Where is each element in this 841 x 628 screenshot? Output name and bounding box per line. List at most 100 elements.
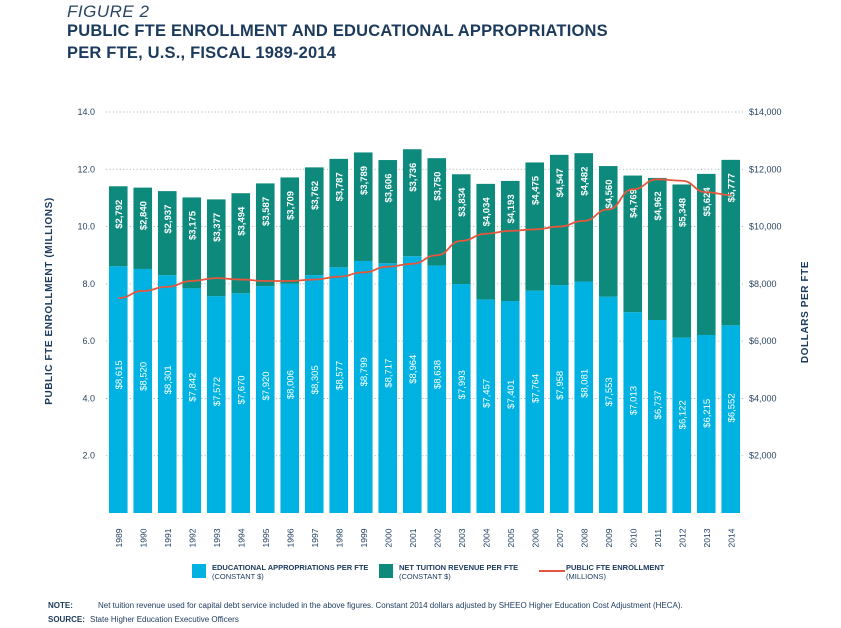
x-tick-label: 1994 (236, 528, 246, 547)
legend-label-appropriations: EDUCATIONAL APPROPRIATIONS PER FTE (212, 563, 369, 572)
bar-tuition (451, 174, 471, 285)
bar-appropriations (206, 296, 226, 513)
data-label-appropriations: $8,615 (114, 360, 125, 389)
data-label-appropriations: $6,215 (702, 399, 713, 428)
data-label-tuition: $3,494 (236, 206, 247, 236)
bar-tuition (280, 177, 300, 284)
bar-tuition (329, 158, 349, 268)
bar-tuition (427, 158, 447, 266)
bar-appropriations (108, 266, 128, 513)
bar-tuition (525, 162, 545, 291)
data-label-tuition: $2,792 (114, 200, 125, 229)
y-right-tick-label: $10,000 (749, 222, 782, 232)
x-tick-label: 2004 (481, 528, 491, 547)
data-label-appropriations: $8,305 (310, 365, 321, 394)
bar-appropriations (378, 263, 398, 513)
data-label-appropriations: $8,964 (408, 355, 419, 384)
x-tick-label: 2008 (579, 528, 589, 547)
bar-appropriations (329, 267, 349, 513)
data-label-tuition: $3,789 (359, 166, 370, 195)
bar-appropriations (549, 285, 569, 513)
data-label-tuition: $3,587 (261, 197, 272, 226)
y-left-axis-title: PUBLIC FTE ENROLLMENT (MILLIONS) (44, 197, 55, 405)
bar-appropriations (623, 312, 643, 513)
data-label-appropriations: $6,552 (726, 393, 737, 422)
data-label-tuition: $4,560 (604, 180, 615, 209)
y-left-tick-label: 8.0 (82, 279, 95, 289)
figure-label: FIGURE 2 (67, 2, 150, 21)
bar-appropriations (647, 320, 667, 513)
bar-tuition (574, 153, 594, 282)
bar-appropriations (721, 325, 741, 513)
data-label-tuition: $3,750 (432, 172, 443, 201)
y-right-tick-label: $12,000 (749, 164, 782, 174)
data-label-appropriations: $7,553 (604, 377, 615, 406)
bar-tuition (353, 152, 373, 261)
chart-title-line-2: PER FTE, U.S., FISCAL 1989-2014 (67, 44, 337, 62)
data-label-appropriations: $7,993 (457, 370, 468, 399)
data-label-tuition: $3,377 (212, 213, 223, 242)
bar-tuition (182, 197, 202, 289)
legend-line-enrollment (539, 570, 565, 572)
bar-tuition (304, 167, 324, 276)
data-label-appropriations: $7,842 (187, 373, 198, 402)
y-right-tick-label: $6,000 (749, 336, 777, 346)
x-tick-label: 1995 (261, 528, 271, 547)
y-right-tick-label: $2,000 (749, 451, 777, 461)
x-tick-label: 2013 (702, 528, 712, 547)
data-label-tuition: $3,709 (285, 191, 296, 220)
data-label-tuition: $4,475 (530, 175, 541, 205)
x-tick-label: 1997 (310, 528, 320, 547)
bar-tuition (157, 191, 177, 276)
data-label-tuition: $3,762 (310, 181, 321, 210)
note-text: Net tuition revenue used for capital deb… (98, 601, 683, 610)
bar-tuition (206, 199, 226, 297)
bar-appropriations (353, 260, 373, 513)
y-right-tick-label: $14,000 (749, 107, 782, 117)
legend-item-enrollment: PUBLIC FTE ENROLLMENT (MILLIONS) (539, 563, 664, 581)
source-label: SOURCE: (48, 615, 85, 624)
x-tick-label: 2005 (506, 528, 516, 547)
y-left-tick-label: 4.0 (82, 393, 95, 403)
x-tick-label: 1991 (163, 528, 173, 547)
data-label-appropriations: $7,670 (236, 375, 247, 404)
data-label-appropriations: $6,122 (677, 400, 688, 429)
data-label-appropriations: $8,717 (383, 359, 394, 388)
bar-appropriations (157, 275, 177, 513)
bar-tuition (402, 149, 422, 257)
y-left-tick-label: 12.0 (77, 164, 95, 174)
legend-label-enrollment: PUBLIC FTE ENROLLMENT (566, 563, 665, 572)
data-label-tuition: $4,193 (506, 194, 517, 223)
data-label-tuition: $4,547 (555, 168, 566, 197)
x-tick-label: 2007 (555, 528, 565, 547)
legend-sublabel-appropriations: (CONSTANT $) (212, 572, 264, 581)
y-right-tick-label: $8,000 (749, 279, 777, 289)
x-tick-label: 2014 (726, 528, 736, 547)
data-label-appropriations: $8,799 (359, 357, 370, 386)
source-text: State Higher Education Executive Officer… (90, 615, 239, 624)
data-label-appropriations: $7,920 (261, 371, 272, 400)
x-tick-label: 1989 (114, 528, 124, 547)
bar-tuition (108, 186, 128, 267)
bar-tuition (255, 183, 275, 287)
x-tick-label: 2010 (628, 528, 638, 547)
data-label-tuition: $3,736 (408, 163, 419, 192)
data-label-tuition: $4,769 (628, 189, 639, 218)
bar-appropriations (696, 334, 716, 513)
bar-appropriations (672, 337, 692, 513)
y-left-tick-label: 2.0 (82, 451, 95, 461)
bar-appropriations (231, 293, 251, 513)
source-line: SOURCE: State Higher Education Executive … (48, 615, 239, 624)
chart-title-line-1: PUBLIC FTE ENROLLMENT AND EDUCATIONAL AP… (67, 22, 608, 40)
bar-appropriations (525, 290, 545, 513)
line-enrollment (118, 178, 731, 300)
legend-swatch-appropriations (192, 564, 206, 578)
legend-label-tuition: NET TUITION REVENUE PER FTE (399, 563, 519, 572)
data-label-appropriations: $8,006 (285, 370, 296, 399)
bar-tuition (476, 183, 496, 300)
data-label-tuition: $5,777 (726, 173, 737, 202)
data-label-tuition: $3,606 (383, 174, 394, 203)
bar-appropriations (304, 275, 324, 513)
bar-tuition (598, 166, 618, 297)
data-label-appropriations: $8,520 (138, 362, 149, 391)
